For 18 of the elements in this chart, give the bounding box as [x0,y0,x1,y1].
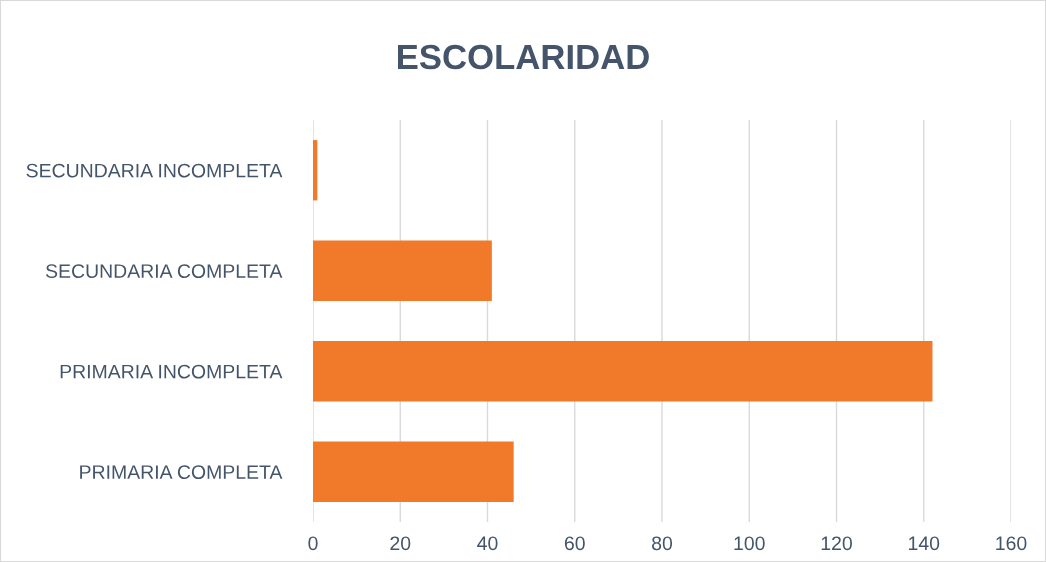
y-tick-label: PRIMARIA COMPLETA [80,465,283,479]
y-tick-label: SECUNDARIA COMPLETA [45,264,283,278]
bar [313,240,492,301]
x-tick-label: 40 [477,536,498,551]
x-tick-label: 160 [996,536,1027,551]
x-tick-label: 20 [390,536,411,551]
x-tick-label: 120 [821,536,852,551]
bar [313,140,318,201]
y-tick-label: PRIMARIA INCOMPLETA [60,364,283,379]
y-tick-label: SECUNDARIA INCOMPLETA [26,163,283,178]
x-tick-label: 140 [909,536,940,551]
bar [313,441,514,502]
x-tick-label: 0 [308,536,318,551]
x-tick-label: 60 [564,536,585,551]
x-tick-label: 100 [734,536,765,551]
bar [313,341,933,402]
x-tick-label: 80 [652,536,673,551]
chart-title: ESCOLARIDAD [398,44,649,70]
